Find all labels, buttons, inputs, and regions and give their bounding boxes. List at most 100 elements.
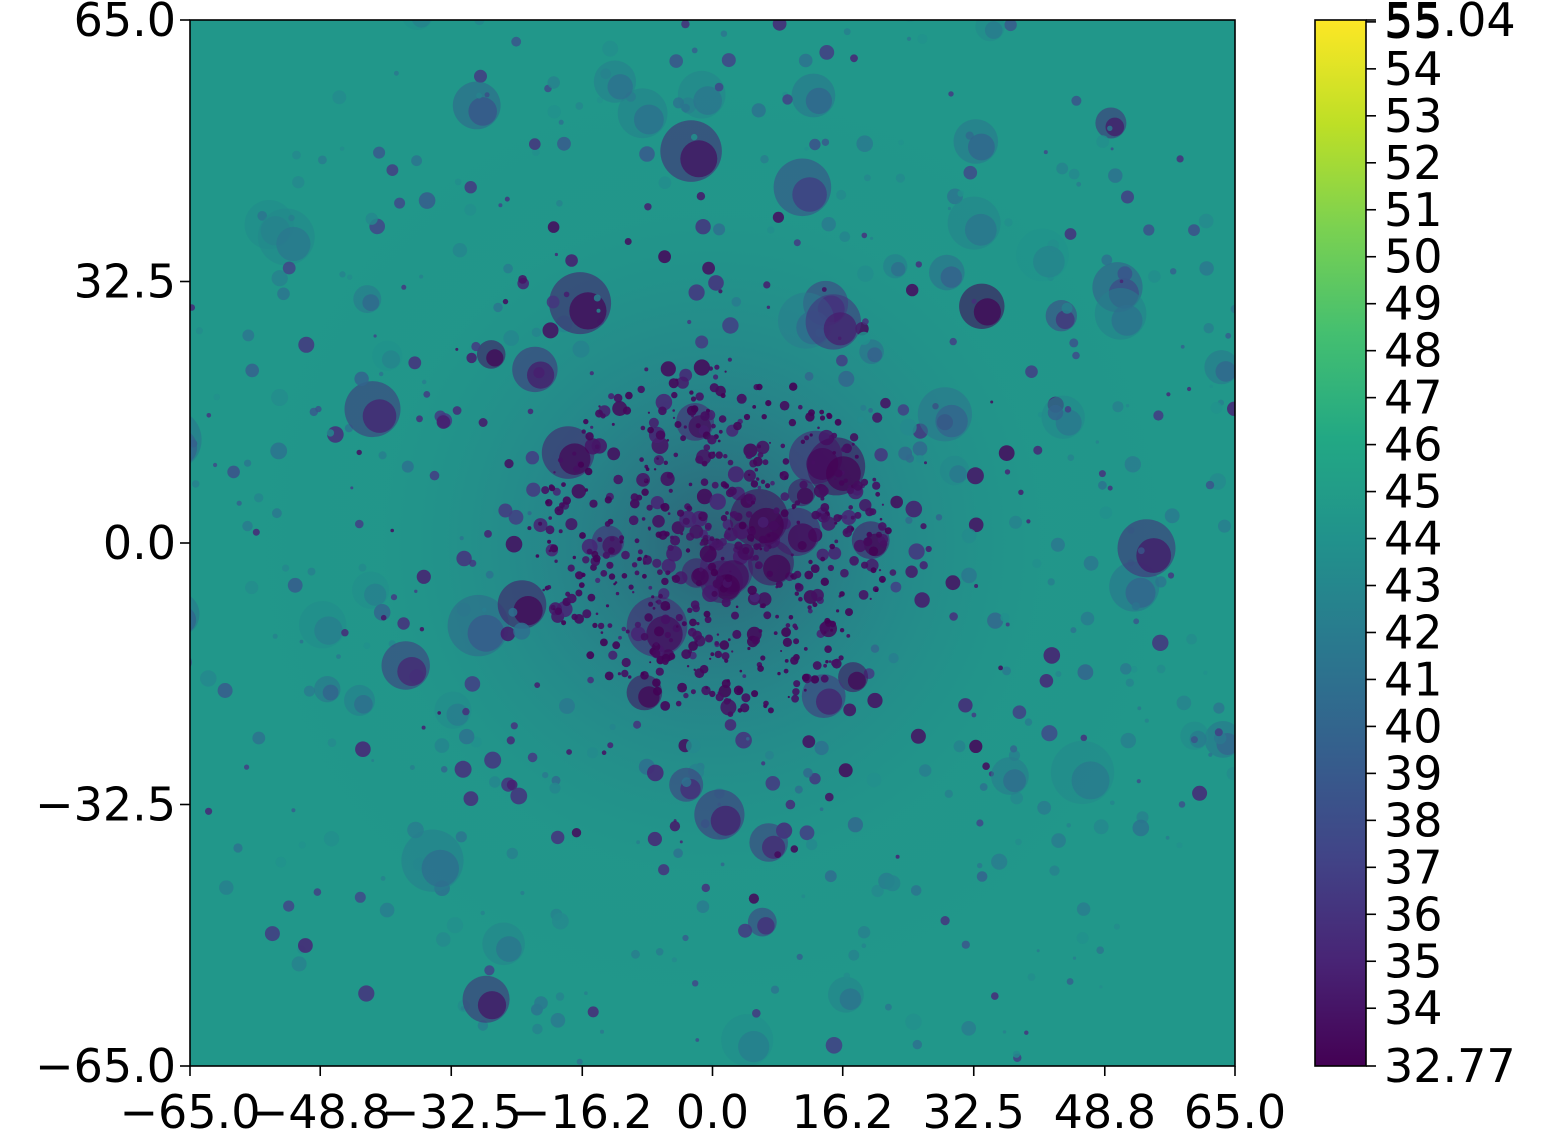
core-speckle xyxy=(799,480,808,489)
crater-mark xyxy=(843,972,850,979)
crater-mark xyxy=(720,30,728,37)
crater-mark xyxy=(727,357,733,362)
crater-mark xyxy=(440,766,448,773)
core-speckle xyxy=(745,451,753,459)
crater-mark xyxy=(648,417,659,428)
core-speckle xyxy=(793,638,800,645)
crater-mark xyxy=(801,894,806,899)
crater-mark xyxy=(1037,800,1052,815)
core-speckle xyxy=(545,525,555,535)
crater-mark xyxy=(752,1009,761,1018)
core-speckle xyxy=(848,484,852,488)
crater-mark xyxy=(464,203,477,216)
core-speckle xyxy=(546,585,552,590)
crater-mark xyxy=(1113,923,1120,930)
colorbar-tick-label: 44 xyxy=(1384,512,1443,566)
crater-mark xyxy=(252,528,260,536)
crater-mark xyxy=(974,584,979,588)
crater-shadow xyxy=(141,591,172,622)
crater-mark xyxy=(527,752,538,763)
core-speckle xyxy=(735,605,739,609)
crater-mark xyxy=(1051,833,1066,848)
x-tick-label: −48.8 xyxy=(250,1085,391,1139)
crater-mark xyxy=(648,585,653,590)
crater-mark xyxy=(271,389,289,406)
core-speckle xyxy=(738,521,747,530)
crater-shadow xyxy=(322,684,339,701)
crater-mark xyxy=(821,287,827,292)
core-speckle xyxy=(581,429,586,434)
crater-mark xyxy=(1176,155,1184,163)
core-speckle xyxy=(687,607,693,613)
core-speckle xyxy=(660,701,671,711)
core-speckle xyxy=(750,480,759,488)
core-speckle xyxy=(594,444,600,450)
crater-shadow xyxy=(1125,577,1156,608)
core-speckle xyxy=(846,634,851,638)
crater-mark xyxy=(571,484,586,499)
crater-mark xyxy=(1167,572,1175,579)
core-speckle xyxy=(797,541,807,550)
core-speckle xyxy=(831,432,838,439)
crater-mark xyxy=(206,413,212,418)
crater-mark xyxy=(731,297,742,307)
core-speckle xyxy=(850,515,855,520)
core-speckle xyxy=(681,649,692,660)
core-speckle xyxy=(858,590,869,600)
core-speckle xyxy=(798,596,803,602)
crater-mark xyxy=(1047,578,1055,586)
crater-mark xyxy=(1080,734,1088,742)
core-speckle xyxy=(541,486,550,495)
crater-mark xyxy=(949,612,958,621)
crater-mark xyxy=(1143,224,1155,236)
core-speckle xyxy=(782,637,793,648)
colorbar: 32.7734353637383940414243444546474849505… xyxy=(1314,0,1516,1093)
crater-mark xyxy=(355,741,371,757)
crater-mark xyxy=(547,221,560,233)
crater-mark xyxy=(307,567,316,576)
crater-mark xyxy=(675,614,683,622)
core-speckle xyxy=(790,553,794,557)
crater-mark xyxy=(242,329,255,342)
crater-mark xyxy=(1015,838,1022,846)
crater-mark xyxy=(339,146,345,151)
core-speckle xyxy=(823,663,827,668)
crater-mark xyxy=(924,461,927,465)
crater-mark xyxy=(814,740,829,756)
y-tick-label: −65.0 xyxy=(35,1039,176,1093)
core-speckle xyxy=(826,413,833,420)
crater-mark xyxy=(534,682,541,688)
crater-mark xyxy=(566,749,572,755)
crater-mark xyxy=(1257,643,1270,656)
crater-mark xyxy=(961,567,977,584)
crater-shadow xyxy=(1136,538,1172,573)
core-speckle xyxy=(608,573,616,580)
crater-shadow xyxy=(968,133,995,161)
crater-mark xyxy=(1187,386,1192,392)
crater-shadow xyxy=(496,936,522,962)
crater-mark xyxy=(806,839,818,851)
core-speckle xyxy=(820,503,830,512)
crater-mark xyxy=(998,665,1003,671)
core-speckle xyxy=(672,409,675,412)
crater-mark xyxy=(326,429,335,437)
crater-mark xyxy=(200,670,217,687)
y-axis: 65.0 32.5 0.0 −32.5 −65.0 xyxy=(35,0,190,1093)
core-speckle xyxy=(762,459,769,466)
crater-mark xyxy=(738,923,753,938)
crater-shadow xyxy=(607,74,633,100)
core-speckle xyxy=(604,521,611,527)
core-speckle xyxy=(627,675,632,679)
crater-mark xyxy=(1066,978,1074,985)
crater-mark xyxy=(1005,622,1010,627)
plot-area xyxy=(141,19,1270,1067)
crater-mark xyxy=(1218,519,1231,533)
core-speckle xyxy=(703,610,711,618)
crater-mark xyxy=(681,103,690,113)
core-speckle xyxy=(757,665,764,672)
core-speckle xyxy=(884,527,892,535)
colorbar-tick-label: 55 xyxy=(1384,0,1443,49)
core-speckle xyxy=(773,631,778,635)
crater-mark xyxy=(621,626,627,632)
crater-mark xyxy=(356,449,362,456)
